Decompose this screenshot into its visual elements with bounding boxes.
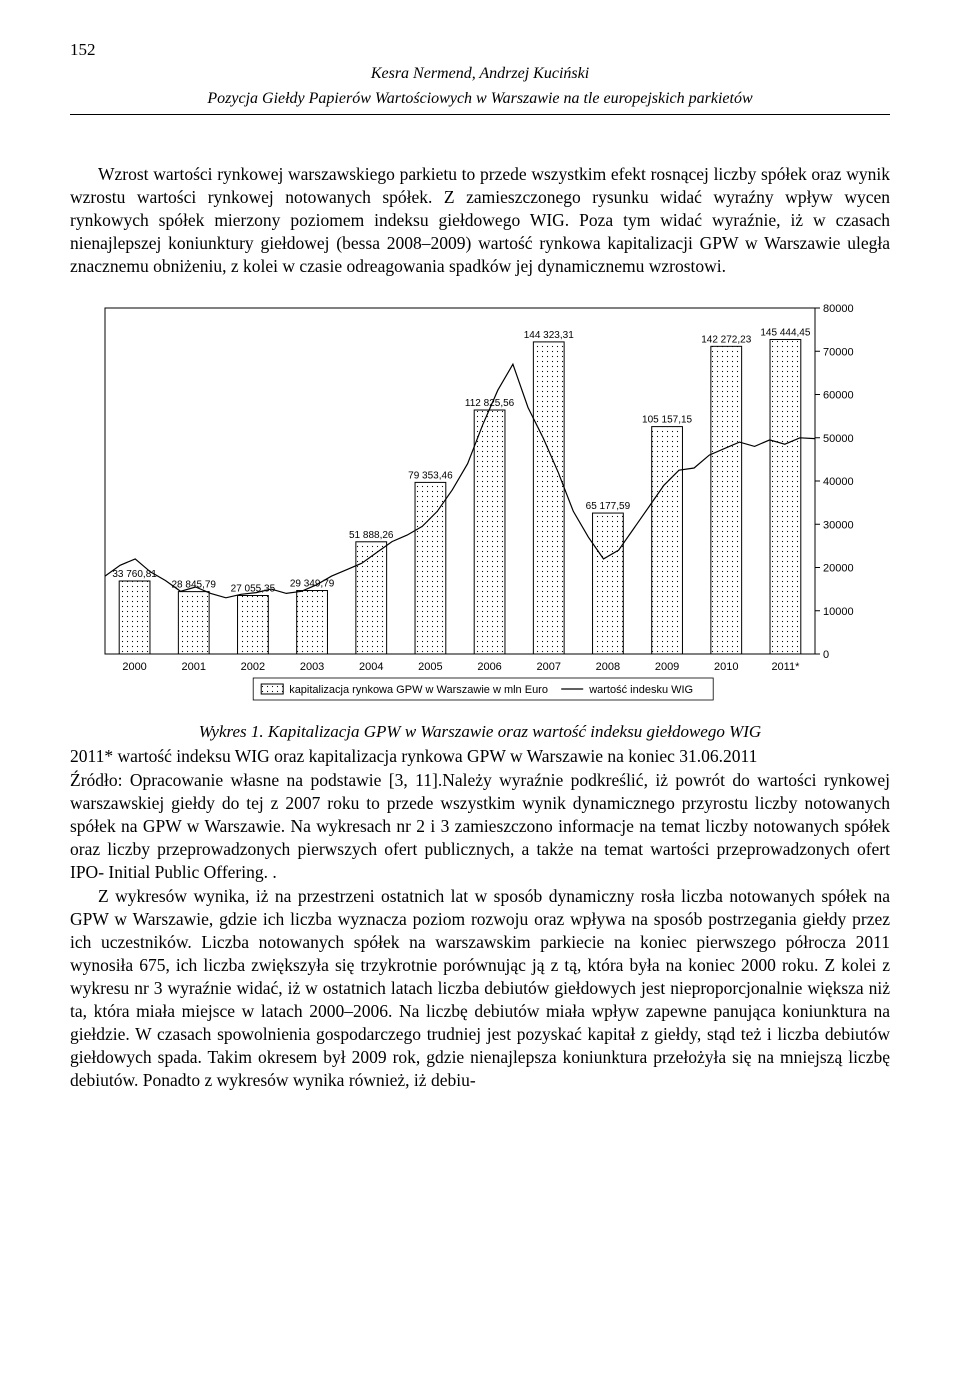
svg-text:144 323,31: 144 323,31 <box>524 330 574 341</box>
chart-figure: 33 760,81200028 845,79200127 055,3520022… <box>70 294 890 714</box>
chart-caption: Wykres 1. Kapitalizacja GPW w Warszawie … <box>70 722 890 742</box>
paragraph-top: Wzrost wartości rynkowej warszawskiego p… <box>70 163 890 278</box>
svg-text:105 157,15: 105 157,15 <box>642 415 692 426</box>
svg-text:20000: 20000 <box>823 563 854 575</box>
svg-text:2010: 2010 <box>714 661 738 673</box>
svg-text:51 888,26: 51 888,26 <box>349 530 394 541</box>
svg-text:30000: 30000 <box>823 519 854 531</box>
svg-text:145 444,45: 145 444,45 <box>760 328 810 339</box>
paragraph-source: Źródło: Opracowanie własne na podstawie … <box>70 769 890 884</box>
header-rule <box>70 114 890 115</box>
svg-text:2000: 2000 <box>122 661 146 673</box>
running-head-authors: Kesra Nermend, Andrzej Kuciński <box>70 64 890 85</box>
svg-text:65 177,59: 65 177,59 <box>586 501 631 512</box>
svg-text:2006: 2006 <box>477 661 501 673</box>
svg-text:2009: 2009 <box>655 661 679 673</box>
page-number: 152 <box>70 40 890 60</box>
svg-text:0: 0 <box>823 649 829 661</box>
svg-text:50000: 50000 <box>823 433 854 445</box>
svg-text:2011*: 2011* <box>771 661 800 673</box>
svg-text:80000: 80000 <box>823 303 854 315</box>
svg-text:2007: 2007 <box>537 661 561 673</box>
svg-text:kapitalizacja rynkowa GPW w Wa: kapitalizacja rynkowa GPW w Warszawie w … <box>289 684 548 696</box>
svg-text:2002: 2002 <box>241 661 265 673</box>
svg-text:60000: 60000 <box>823 390 854 402</box>
chart-subcaption: 2011* wartość indeksu WIG oraz kapitaliz… <box>70 746 890 767</box>
svg-text:79 353,46: 79 353,46 <box>408 470 453 481</box>
paragraph-analysis: Z wykresów wynika, iż na przestrzeni ost… <box>70 885 890 1093</box>
svg-text:2001: 2001 <box>182 661 206 673</box>
svg-text:2008: 2008 <box>596 661 620 673</box>
svg-text:29 349,79: 29 349,79 <box>290 579 335 590</box>
running-head-title: Pozycja Giełdy Papierów Wartościowych w … <box>70 89 890 110</box>
svg-text:wartość indesku WIG: wartość indesku WIG <box>588 684 693 696</box>
svg-text:33 760,81: 33 760,81 <box>112 569 157 580</box>
svg-text:2004: 2004 <box>359 661 383 673</box>
svg-text:40000: 40000 <box>823 476 854 488</box>
chart-svg: 33 760,81200028 845,79200127 055,3520022… <box>85 294 875 714</box>
svg-text:2005: 2005 <box>418 661 442 673</box>
svg-text:142 272,23: 142 272,23 <box>701 334 751 345</box>
svg-text:10000: 10000 <box>823 606 854 618</box>
svg-text:70000: 70000 <box>823 346 854 358</box>
svg-text:2003: 2003 <box>300 661 324 673</box>
